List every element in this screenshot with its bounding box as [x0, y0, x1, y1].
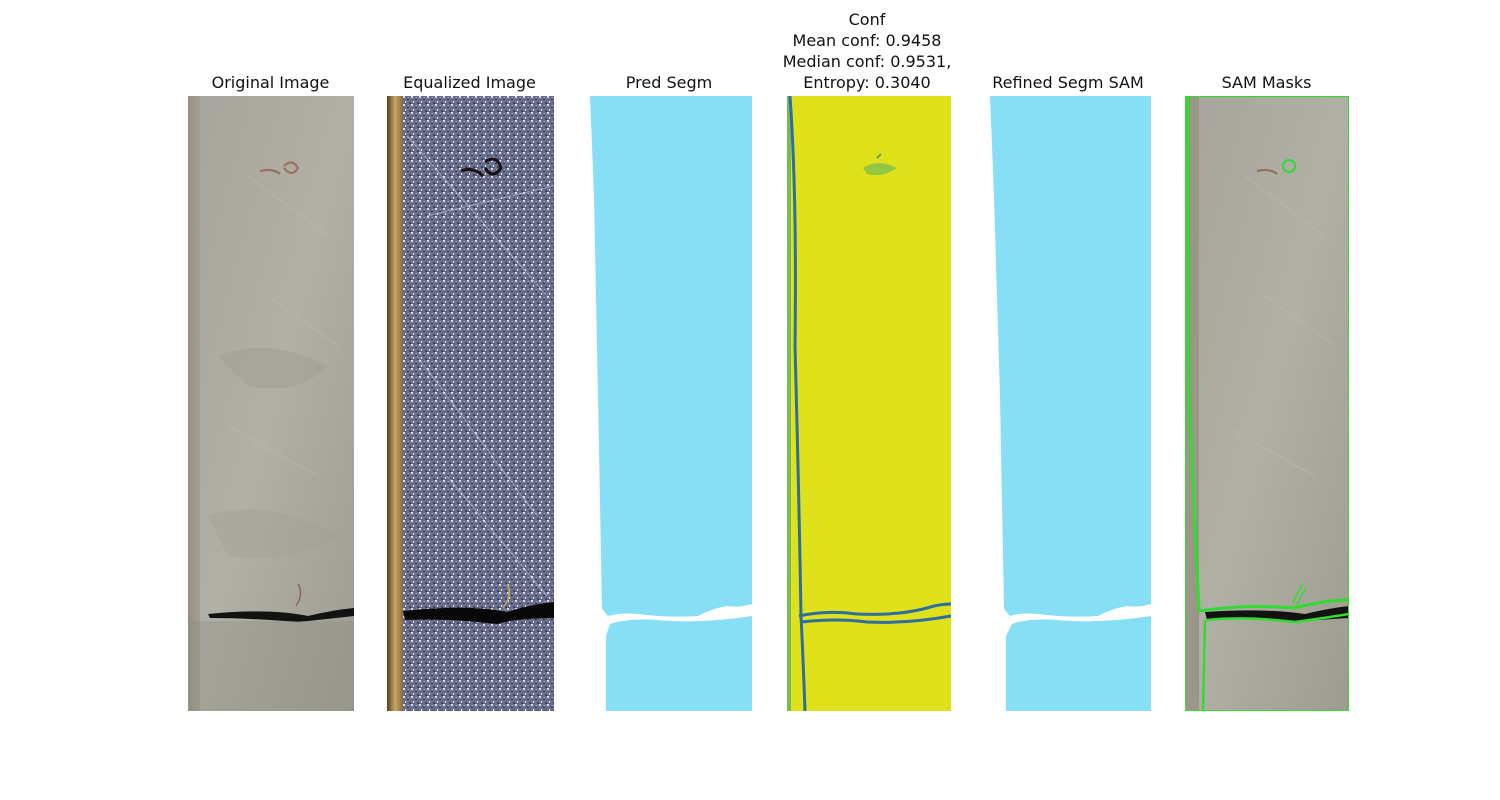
conf-crack-boundary-bottom — [800, 614, 951, 624]
title-equalized: Equalized Image — [403, 73, 536, 92]
title-sam-masks: SAM Masks — [1221, 73, 1312, 92]
title-pred-segm: Pred Segm — [625, 73, 713, 92]
title-conf: Conf Mean conf: 0.9458 Median conf: 0.95… — [760, 9, 974, 93]
refined-segm-upper-region — [990, 96, 1151, 617]
title-original: Original Image — [211, 73, 330, 92]
sam-mask-outline — [1186, 96, 1349, 613]
refined-segm-lower-region — [1006, 616, 1151, 711]
conf-crack-boundary-top — [798, 602, 951, 618]
pred-segm-image — [588, 96, 752, 711]
refined-segm-image — [988, 96, 1151, 711]
title-refined-segm: Refined Segm SAM — [992, 73, 1144, 92]
pred-segm-upper-region — [590, 96, 752, 617]
pred-segm-lower-region — [606, 616, 752, 711]
equalized-image — [387, 96, 554, 711]
conf-median: Median conf: 0.9531, — [782, 52, 952, 71]
conf-entropy: Entropy: 0.3040 — [803, 73, 931, 92]
conf-title: Conf — [848, 10, 886, 29]
conf-map-image — [787, 96, 951, 711]
conf-vertical-boundary — [788, 96, 807, 711]
original-image — [188, 96, 354, 711]
conf-mean: Mean conf: 0.9458 — [792, 31, 942, 50]
sam-masks-image — [1185, 96, 1349, 711]
